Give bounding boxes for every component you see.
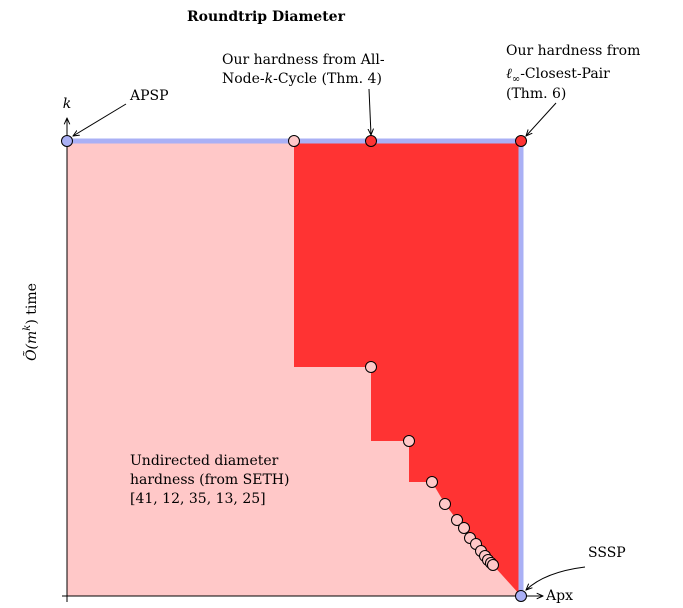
apsp-point <box>61 135 73 147</box>
sssp-label: SSSP <box>588 545 626 561</box>
closest-pair-point <box>515 135 527 147</box>
sssp-arrow <box>526 566 586 590</box>
apsp-arrow <box>73 103 127 136</box>
closest-pair-label-line2: ℓ∞-Closest-Pair <box>506 66 610 85</box>
tradeoff-points <box>61 135 527 602</box>
point <box>487 559 499 571</box>
point <box>451 514 463 526</box>
undirected-label-line3: [41, 12, 35, 13, 25] <box>130 491 266 507</box>
all-node-cycle-label-line2: Node-k-Cycle (Thm. 4) <box>222 71 382 87</box>
all-node-cycle-point <box>365 135 377 147</box>
closest-pair-arrow <box>526 102 557 136</box>
closest-pair-label-line3: (Thm. 6) <box>506 86 566 102</box>
undirected-label-line2: hardness (from SETH) <box>130 472 289 488</box>
point <box>288 135 300 147</box>
point <box>426 476 438 488</box>
sssp-point <box>515 590 527 602</box>
point <box>403 435 415 447</box>
point <box>458 522 470 534</box>
y-axis-top-label: k <box>63 96 71 112</box>
x-axis-end-label: Apx <box>545 588 573 604</box>
all-node-cycle-label-line1: Our hardness from All- <box>222 52 385 68</box>
undirected-label-line1: Undirected diameter <box>130 453 279 469</box>
point <box>365 361 377 373</box>
y-axis-title: Õ(mk) time <box>22 283 40 361</box>
diagram-title: Roundtrip Diameter <box>187 9 346 25</box>
point <box>439 498 451 510</box>
all-node-cycle-arrow <box>369 88 371 135</box>
our-hardness-region <box>294 141 521 596</box>
closest-pair-label-line1: Our hardness from <box>506 43 640 59</box>
apsp-label: APSP <box>129 88 169 104</box>
